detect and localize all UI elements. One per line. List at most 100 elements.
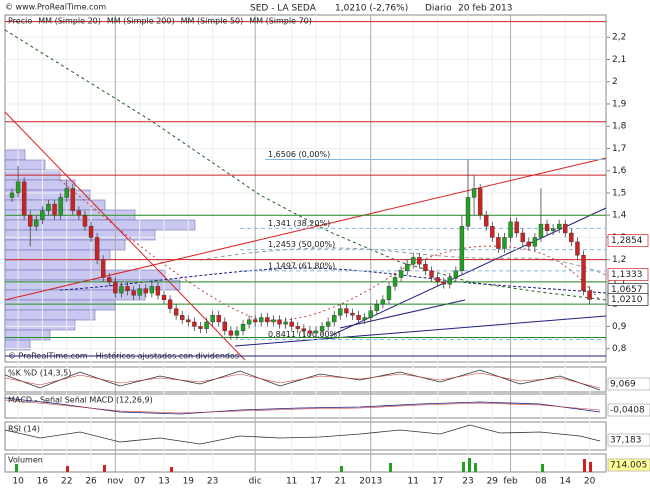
candle-body — [380, 299, 386, 305]
candle-body — [526, 241, 531, 247]
x-tick-label: 2013 — [359, 477, 382, 487]
y-tick-label: 1,4 — [612, 211, 627, 221]
x-tick-label: 07 — [134, 477, 145, 487]
trend-line — [329, 207, 607, 337]
x-tick-label: 21 — [335, 477, 346, 487]
x-tick-label: 11 — [286, 477, 297, 487]
trend-line — [4, 111, 246, 361]
candle-body — [563, 223, 568, 234]
candle-body — [581, 255, 586, 292]
candle-body — [429, 270, 434, 278]
x-tick-label: 17 — [310, 477, 321, 487]
candle-body — [15, 181, 21, 194]
candle-body — [319, 326, 325, 332]
candle-body — [484, 214, 489, 227]
candle-body — [338, 308, 343, 316]
candle-body — [532, 237, 538, 247]
candle-body — [307, 330, 313, 334]
volume-frame — [4, 453, 607, 473]
panel-value: 9,069 — [610, 380, 636, 390]
y-tick-label: 1,8 — [612, 122, 627, 132]
candle-body — [569, 232, 574, 243]
candle-body — [131, 290, 136, 296]
candle-body — [259, 317, 264, 323]
candle-body — [186, 319, 191, 323]
legend-entry: MM (Simple 50) — [181, 17, 244, 26]
candle-body — [28, 214, 33, 227]
price-box — [607, 268, 649, 281]
macd-signal — [4, 399, 601, 414]
candle-body — [405, 263, 410, 272]
y-tick-label: 2 — [612, 77, 618, 87]
candle-body — [210, 315, 215, 323]
candle-body — [34, 219, 39, 227]
candle-body — [301, 328, 307, 332]
candle-body — [575, 241, 580, 256]
legend-entry: Precio — [8, 17, 32, 26]
stoch-signal — [4, 372, 601, 389]
candle-body — [344, 308, 349, 314]
x-tick-label: 17 — [432, 477, 443, 487]
instrument: SED - LA SEDA — [250, 4, 317, 14]
candle-body — [161, 295, 167, 300]
candle-body — [76, 210, 82, 216]
y-tick-label: 1,9 — [612, 99, 627, 109]
price-box — [607, 234, 649, 247]
candle-body — [58, 197, 63, 216]
x-tick-label: 23 — [207, 477, 218, 487]
candle-body — [471, 188, 477, 198]
y-tick-label: 1,6 — [612, 166, 627, 176]
legend-entry: MM (Simple 70) — [249, 17, 312, 26]
panel-label: RSI (14) — [8, 425, 40, 434]
candle-body — [155, 286, 161, 296]
candle-body — [557, 223, 562, 229]
candle-body — [198, 326, 203, 329]
candle-body — [149, 286, 155, 294]
panel-label: Volumen — [8, 456, 43, 465]
panel-label: MACD - Señal Señal MACD (12,26,9) — [8, 396, 153, 405]
candle-body — [216, 315, 221, 323]
x-tick-label: nov — [107, 477, 124, 487]
rsi-line — [4, 424, 601, 445]
candle-body — [283, 321, 288, 325]
candle-body — [289, 321, 294, 327]
candle-body — [313, 330, 319, 334]
candle-body — [332, 315, 337, 323]
x-tick-label: 10 — [12, 477, 24, 487]
candle-body — [490, 226, 495, 238]
candle-body — [167, 299, 173, 309]
candle-body — [94, 237, 100, 260]
candle-body — [234, 330, 240, 336]
fib-label: 1,1497 (61,80%) — [268, 261, 335, 270]
candle-body — [325, 321, 331, 327]
y-tick-label: 1,5 — [612, 188, 626, 198]
candle-body — [46, 203, 51, 211]
candle-body — [252, 319, 258, 323]
candle-body — [100, 259, 106, 278]
candle-body — [550, 228, 556, 231]
ma-70 — [59, 267, 607, 294]
candle-body — [240, 323, 246, 332]
y-tick-label: 0,9 — [612, 322, 627, 332]
candle-body — [64, 188, 69, 198]
candle-body — [192, 321, 197, 327]
candle-body — [392, 277, 398, 287]
candle-body — [423, 263, 428, 272]
ma-200 — [4, 29, 607, 301]
y-tick-label: 1,2 — [612, 255, 626, 265]
candle-body — [295, 326, 300, 329]
panel-value-box — [607, 458, 650, 472]
candle-body — [21, 181, 27, 216]
candle-body — [40, 210, 45, 220]
candle-body — [9, 192, 15, 198]
price-label: 1,0657 — [611, 285, 643, 295]
candle-body — [180, 315, 185, 320]
candle-body — [411, 257, 416, 265]
candle-body — [441, 281, 446, 285]
price-label: 1,2854 — [611, 236, 643, 246]
x-tick-label: 13 — [158, 477, 169, 487]
period: Diario — [425, 4, 452, 14]
x-tick-label: 16 — [37, 477, 49, 487]
legend-entry: MM (Simple 200) — [107, 17, 175, 26]
macd-line — [4, 397, 601, 415]
